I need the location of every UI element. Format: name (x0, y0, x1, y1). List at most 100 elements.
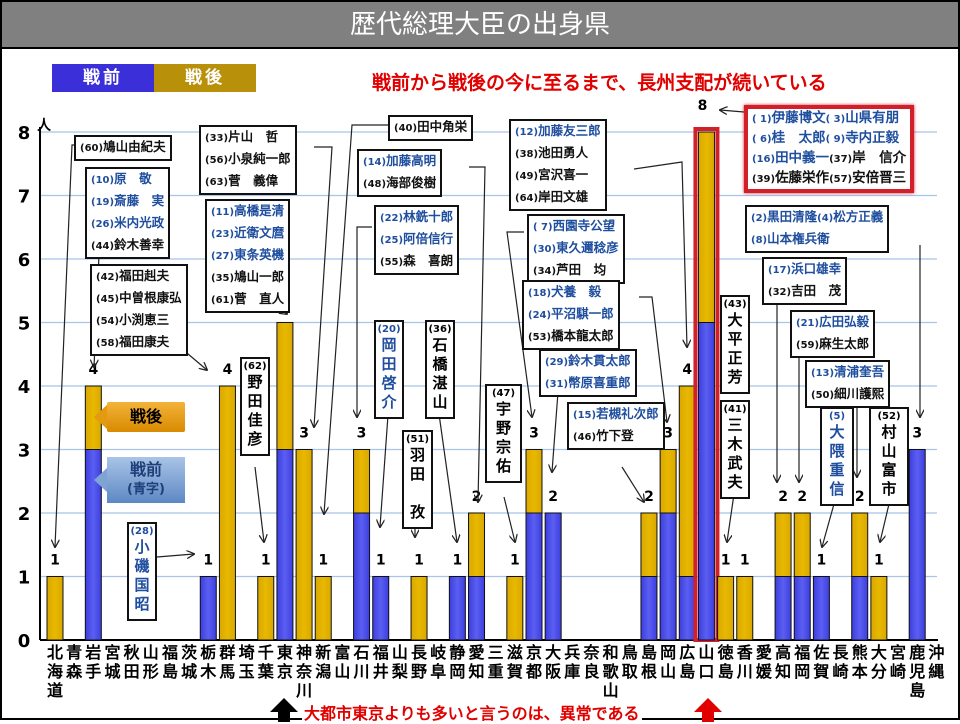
annotation-box-gunma: (42)福田赳夫 (45)中曽根康弘 (54)小渕恵三 (58)福田康夫 (90, 264, 188, 356)
pm-text: 若槻礼次郎 (596, 406, 659, 421)
pointer-arrow (438, 413, 457, 542)
category-label: 縄 (928, 662, 944, 681)
y-tick-label: 2 (18, 504, 31, 525)
y-tick-label: 0 (18, 631, 31, 652)
category-label: 愛 (756, 643, 772, 662)
pm-text: 福田康夫 (119, 334, 170, 349)
total-label: 1 (203, 553, 213, 569)
pm-name: (8)山本権兵衛 (751, 231, 830, 246)
pm-number: (64) (515, 193, 539, 204)
y-tick-label: 8 (18, 123, 31, 144)
pointer-arrow (633, 161, 687, 347)
category-label: 青 (66, 643, 82, 662)
pm-number: (30) (533, 244, 557, 255)
pm-name: (64)岸田文雄 (515, 189, 588, 204)
annotation-line: (19)斎藤 実 (91, 191, 164, 213)
annotation-line: (13)清浦奎吾 (811, 362, 884, 384)
annotation-line: (56)小泉純一郎 (205, 149, 291, 171)
pm-text: 福田赳夫 (119, 268, 170, 283)
category-label: 福 (793, 643, 810, 662)
annotation-line: (11)高橋是清 (211, 201, 284, 223)
pointer-arrow (469, 166, 486, 502)
pm-text: 宇野宗佑 (494, 401, 512, 477)
pm-text: 阿倍信行 (403, 231, 454, 246)
category-label: 香 (736, 643, 754, 662)
category-label: 木 (199, 662, 217, 681)
pm-text: 寺内正毅 (845, 130, 900, 146)
annotation-line: (49)宮沢喜一 (515, 165, 601, 187)
category-label: 分 (871, 662, 887, 681)
category-label: 高 (775, 643, 791, 662)
pointer-arrow (822, 503, 835, 547)
annotation-line: (31)幣原喜重郎 (545, 373, 631, 395)
pointer-arrow (639, 296, 667, 422)
bar-post-war (851, 512, 869, 577)
annotation-box-kanagawa: (33)片山 哲 (56)小泉純一郎 (63)菅 義偉 (199, 125, 297, 195)
pm-number: (28) (130, 526, 154, 537)
pm-text: 松方正義 (833, 209, 884, 224)
total-label: 1 (874, 553, 884, 569)
y-tick-label: 1 (18, 568, 31, 589)
pm-name: ( 3)山県有朋 (826, 110, 900, 126)
pm-text: 岡田啓介 (379, 337, 398, 413)
pm-name: (34)芦田 均 (533, 262, 606, 277)
category-label: 和 (603, 643, 619, 662)
pm-text: 岸田文雄 (538, 189, 589, 204)
arrow-left-icon (94, 467, 108, 493)
category-label: 静 (449, 643, 465, 662)
category-label: 島 (679, 662, 695, 681)
category-label: 賀 (812, 662, 829, 681)
bar-pre-war (525, 512, 543, 641)
annotation-line: (21)広田弘毅 (796, 312, 869, 334)
category-label: 長 (411, 643, 428, 662)
pm-number: (15) (573, 410, 597, 421)
category-label: 佐 (812, 643, 829, 662)
pm-name: (25)阿倍信行 (380, 231, 453, 246)
category-label: 徳 (717, 643, 734, 662)
pm-name: (35)鳩山一郎 (211, 269, 284, 284)
category-label: 山 (392, 643, 408, 662)
pm-text: 原 敬 (114, 171, 152, 186)
pm-name: (12)加藤友三郎 (515, 123, 601, 138)
pm-name: (54)小渕恵三 (96, 312, 169, 327)
pm-text: 西園寺公望 (552, 218, 616, 233)
total-label: 1 (452, 553, 462, 569)
bar-pre-war (448, 576, 466, 641)
pm-number: (16) (752, 154, 776, 165)
bar-post-war (276, 322, 294, 450)
pm-number: (42) (96, 272, 120, 283)
pm-text: 山本権兵衛 (767, 231, 830, 246)
category-label: 森 (66, 662, 83, 681)
annotation-box-oita: (52) 村山富市 (869, 407, 909, 506)
total-label: 1 (817, 553, 827, 569)
annotation-line: (39)佐藤栄作(57)安倍晋三 (752, 169, 906, 189)
annotation-line: (48)海部俊樹 (363, 173, 436, 195)
bar-post-war (678, 385, 696, 577)
pm-text: 宮沢喜一 (538, 167, 589, 182)
category-label: 梨 (391, 662, 409, 681)
pm-number: (10) (91, 175, 115, 186)
category-label: 奈 (582, 643, 600, 662)
pm-number: (5) (828, 411, 846, 422)
pm-name: (21)広田弘毅 (796, 314, 869, 329)
annotation-line: (54)小渕恵三 (96, 310, 182, 332)
category-label: 川 (295, 681, 312, 700)
pm-name: (32)吉田 茂 (768, 283, 841, 298)
category-label: 鳥 (622, 643, 638, 662)
category-label: 野 (411, 662, 427, 681)
pm-name: (2)黒田清隆 (751, 209, 817, 224)
total-label: 3 (912, 426, 922, 442)
annotation-box-yamaguchi: ( 1)伊藤博文( 3)山県有朋( 6)桂 太郎( 9)寺内正毅 (16)田中義一… (744, 105, 915, 193)
total-label: 3 (357, 426, 367, 442)
pm-text: 加藤高明 (386, 153, 437, 168)
pm-text: 羽田 孜 (408, 447, 426, 523)
side-pre-text: 戦前 (129, 460, 162, 479)
bar-post-war (640, 512, 658, 577)
annotation-line: (44)鈴木善幸 (91, 235, 164, 257)
annotation-line: (64)岸田文雄 (515, 187, 601, 209)
annotation-line: (25)阿倍信行 (380, 229, 453, 251)
pm-number: (13) (811, 368, 835, 379)
pm-text: 大隈重信 (827, 424, 846, 500)
total-label: 1 (740, 553, 750, 569)
annotation-box-saga: (5) 大隈重信 (820, 407, 854, 506)
